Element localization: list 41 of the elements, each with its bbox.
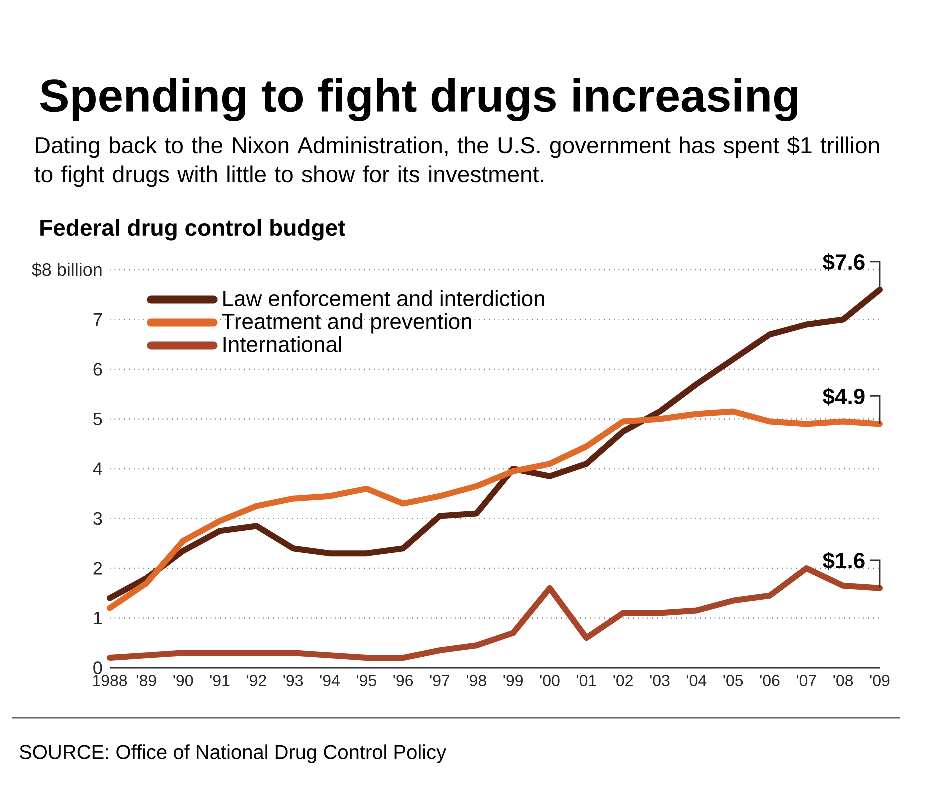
x-tick-label: '90	[174, 675, 194, 686]
x-tick-label: '08	[834, 675, 854, 686]
x-tick-label: '06	[760, 675, 780, 686]
x-tick-label: '04	[687, 675, 707, 686]
x-tick-label: '94	[320, 675, 340, 686]
x-tick-label: '07	[797, 675, 816, 686]
chart-title: Spending to fight drugs increasing	[40, 78, 798, 122]
x-tick-label: '93	[284, 675, 304, 686]
y-tick-label: 7	[94, 314, 102, 326]
legend-label: Treatment and prevention	[222, 313, 472, 334]
legend-label: International	[224, 336, 342, 352]
y-tick-label: 5	[94, 412, 102, 426]
y-tick-label: 2	[94, 562, 102, 575]
x-tick-label: '96	[394, 675, 414, 686]
y-tick-label: $8 billion	[32, 262, 102, 278]
x-tick-label: '09	[870, 675, 890, 686]
x-tick-label: '02	[614, 675, 633, 686]
y-tick-label: 6	[94, 363, 102, 376]
y-tick-label: 0	[94, 662, 102, 674]
data-label: $7.6	[823, 254, 865, 272]
x-tick-label: '03	[650, 675, 670, 686]
chart-subtitle: Dating back to the Nixon Administration, the U.S. government has spent $1 trillion to fight drugs with little to show for its investment.	[34, 136, 880, 188]
x-tick-label: '91	[210, 675, 230, 686]
x-tick-label: '99	[504, 675, 523, 686]
y-tick-label: 4	[93, 462, 102, 476]
x-tick-label: '97	[430, 675, 450, 686]
data-label: $4.9	[823, 388, 865, 406]
x-tick-label: '05	[724, 675, 744, 686]
x-tick-label: '00	[540, 675, 560, 686]
source-note: SOURCE: Office of National Drug Control Policy	[20, 744, 447, 764]
x-tick-label: '95	[357, 675, 376, 686]
x-tick-label: '89	[137, 675, 156, 686]
x-tick-label: 1988	[93, 675, 128, 686]
y-tick-label: 1	[94, 612, 102, 624]
x-tick-label: '01	[577, 675, 596, 686]
data-label: $1.6	[823, 552, 865, 570]
legend-label: Law enforcement and interdiction	[224, 290, 544, 306]
x-tick-label: '92	[247, 675, 266, 686]
x-tick-label: '98	[467, 675, 486, 686]
text: Federal drug control budget	[40, 219, 346, 241]
y-tick-label: 3	[94, 512, 102, 526]
